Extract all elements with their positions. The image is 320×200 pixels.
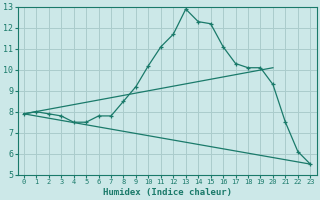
- X-axis label: Humidex (Indice chaleur): Humidex (Indice chaleur): [103, 188, 232, 197]
